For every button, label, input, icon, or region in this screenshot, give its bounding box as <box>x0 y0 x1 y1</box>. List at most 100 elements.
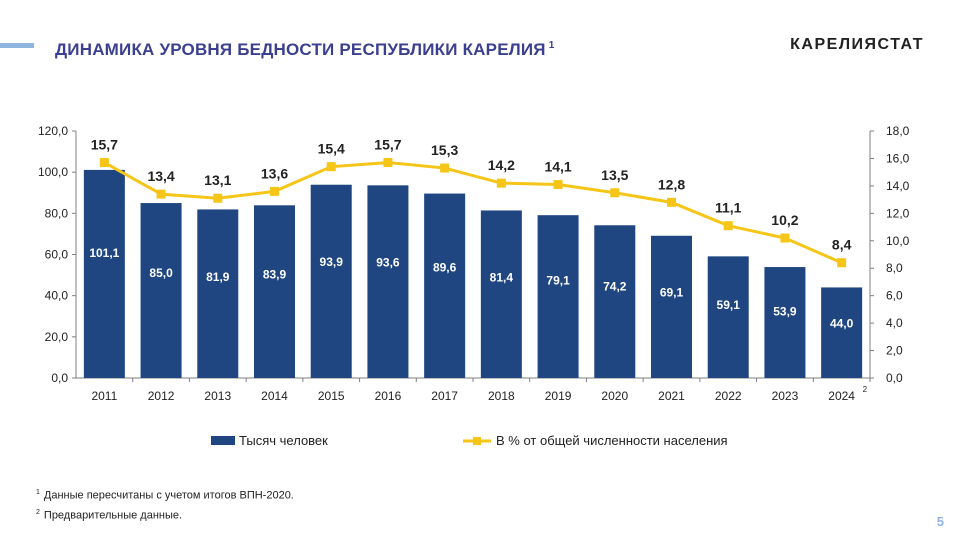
bar <box>821 287 863 378</box>
bar-value-label: 101,1 <box>89 246 119 260</box>
y-right-tick-label: 4,0 <box>886 316 903 330</box>
y-right-tick-label: 16,0 <box>886 151 910 165</box>
line-marker <box>496 178 506 188</box>
bar <box>537 215 579 378</box>
line-marker <box>610 188 620 198</box>
line-value-label: 15,7 <box>91 137 118 153</box>
line-value-label: 15,4 <box>318 141 345 157</box>
bar-value-label: 79,1 <box>546 273 570 287</box>
y-right-tick-label: 14,0 <box>886 179 910 193</box>
footnote-1: 1 Данные пересчитаны с учетом итогов ВПН-… <box>36 489 294 502</box>
line-value-label: 14,2 <box>488 157 515 173</box>
bar <box>764 267 806 378</box>
bar <box>83 169 125 378</box>
bar <box>197 209 239 378</box>
line-marker <box>723 221 733 231</box>
y-right-tick-label: 8,0 <box>886 261 903 275</box>
x-tick-label: 2021 <box>658 389 685 403</box>
bar <box>707 256 749 378</box>
page-title: ДИНАМИКА УРОВНЯ БЕДНОСТИ РЕСПУБЛИКИ КАРЕ… <box>55 40 555 59</box>
x-tick-label: 2012 <box>148 389 175 403</box>
y-left-tick-label: 40,0 <box>45 289 69 303</box>
bar-value-label: 44,0 <box>830 317 854 331</box>
bar <box>594 225 636 378</box>
x-tick-label: 2019 <box>545 389 572 403</box>
y-right-tick-label: 6,0 <box>886 289 903 303</box>
y-left-tick-label: 80,0 <box>45 206 69 220</box>
y-right-tick-label: 10,0 <box>886 234 910 248</box>
x-tick-label: 2015 <box>318 389 345 403</box>
line-value-label: 15,7 <box>374 137 401 153</box>
line-value-label: 13,5 <box>601 167 628 183</box>
bar-value-label: 69,1 <box>660 286 684 300</box>
bar-value-label: 85,0 <box>149 266 173 280</box>
line-marker <box>99 158 109 168</box>
x-tick-label: 2011 <box>91 389 117 403</box>
line-value-label: 13,4 <box>147 168 174 184</box>
legend-bar-label: Тысяч человек <box>239 433 328 448</box>
line-marker <box>667 197 676 207</box>
x-tick-label: 2016 <box>375 389 402 403</box>
percent-line <box>103 161 843 265</box>
x-tick-label: 2024 <box>828 389 855 403</box>
footnotes: 1 Данные пересчитаны с учетом итогов ВПН-… <box>36 489 294 528</box>
y-right-tick-label: 2,0 <box>886 344 903 358</box>
line-marker <box>270 186 279 196</box>
bar-value-label: 74,2 <box>603 279 627 293</box>
footnote-2: 2 Предварительные данные. <box>36 508 183 522</box>
line-marker <box>780 233 790 243</box>
bar <box>651 235 692 378</box>
line-value-label: 15,3 <box>431 142 458 158</box>
bar <box>310 184 352 378</box>
y-left-tick-label: 120,0 <box>38 124 68 138</box>
bar-value-label: 89,6 <box>433 260 457 274</box>
legend-line-marker <box>473 437 481 445</box>
x-tick-footnote-mark: 2 <box>863 385 868 394</box>
y-left-tick-label: 60,0 <box>45 248 69 262</box>
x-tick-label: 2017 <box>431 389 458 403</box>
bar-value-label: 81,4 <box>490 270 514 284</box>
line-marker <box>213 193 223 203</box>
y-right-tick-label: 18,0 <box>886 124 910 138</box>
bar-value-label: 93,6 <box>376 255 400 269</box>
bar <box>480 210 522 378</box>
line-marker <box>383 158 393 168</box>
bar <box>367 185 409 378</box>
y-left-tick-label: 0,0 <box>51 371 68 385</box>
y-right-tick-label: 12,0 <box>886 206 910 220</box>
line-value-label: 8,4 <box>832 237 852 253</box>
line-value-label: 10,2 <box>771 212 798 228</box>
line-value-label: 11,1 <box>715 200 742 216</box>
bar-value-label: 53,9 <box>773 304 797 318</box>
line-marker <box>326 162 336 172</box>
line-value-label: 13,6 <box>261 165 288 181</box>
line-marker <box>156 189 166 199</box>
bar-value-label: 81,9 <box>206 270 230 284</box>
y-left-tick-label: 100,0 <box>38 165 68 179</box>
line-marker <box>553 180 563 190</box>
brand-logo: КАРЕЛИЯСТАТ <box>790 36 924 53</box>
line-marker <box>440 163 450 173</box>
y-left-tick-label: 20,0 <box>45 330 69 344</box>
x-tick-label: 2018 <box>488 389 515 403</box>
line-value-label: 13,1 <box>204 172 231 188</box>
legend-bar-swatch <box>211 436 235 445</box>
line-value-label: 14,1 <box>544 159 571 175</box>
y-right-tick-label: 0,0 <box>886 371 903 385</box>
title-footnote-mark: 1 <box>548 40 555 52</box>
legend-line-label: В % от общей численности населения <box>496 433 728 448</box>
bar <box>254 205 295 378</box>
x-tick-label: 2014 <box>261 389 288 403</box>
x-tick-label: 2023 <box>772 389 799 403</box>
bar <box>140 203 182 378</box>
page-number: 5 <box>936 514 944 529</box>
bar-value-label: 83,9 <box>263 267 287 281</box>
x-tick-label: 2022 <box>715 389 742 403</box>
line-marker <box>837 258 847 268</box>
bar <box>424 193 466 378</box>
line-value-label: 12,8 <box>658 176 685 192</box>
x-tick-label: 2020 <box>601 389 628 403</box>
accent-bar <box>0 43 34 48</box>
x-tick-label: 2013 <box>204 389 231 403</box>
